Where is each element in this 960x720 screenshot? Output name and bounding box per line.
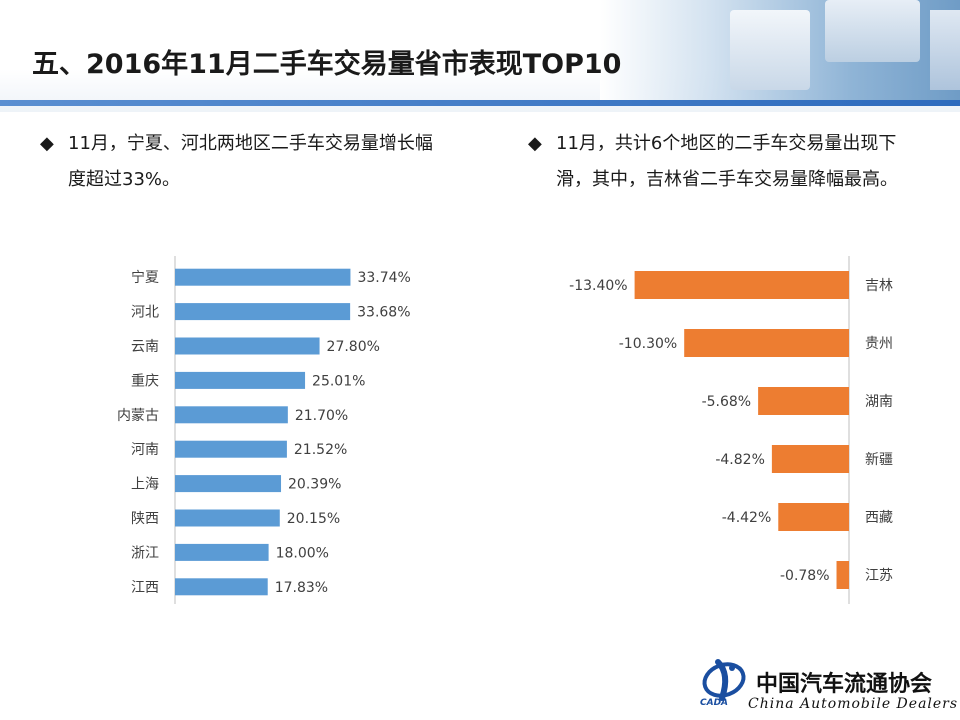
bar-江西	[175, 578, 268, 596]
category-label: 内蒙古	[117, 408, 159, 424]
header-divider	[0, 100, 960, 106]
bar-上海	[175, 475, 282, 493]
page-title: 五、2016年11月二手车交易量省市表现TOP10	[32, 49, 622, 80]
logo-english-name: China Automobile Dealers	[748, 696, 959, 712]
data-label: 33.68%	[357, 305, 410, 321]
data-label: 20.15%	[287, 511, 340, 527]
logo-abbreviation: CADA	[700, 698, 729, 708]
data-label: -13.40%	[569, 278, 627, 294]
data-label: -10.30%	[619, 336, 677, 352]
bar-西藏	[778, 503, 849, 531]
data-label: -5.68%	[702, 394, 752, 410]
category-label: 上海	[131, 477, 159, 493]
growth-bar-chart: 宁夏 33.74% 河北 33.68% 云南 27.80% 重庆 25.01% 内蒙古 21.70…	[117, 256, 411, 604]
category-label: 吉林	[865, 278, 893, 294]
decline-bar-chart: 吉林 -13.40% 贵州 -10.30% 湖南 -5.68% 新疆 -4.82% 西藏 -4.4…	[569, 256, 893, 604]
diamond-bullet-icon: ◆	[528, 133, 542, 154]
bar-陕西	[175, 509, 280, 527]
bullet-left-text: 11月，宁夏、河北两地区二手车交易量增长幅度超过33%。	[68, 133, 433, 190]
category-label: 江西	[131, 580, 159, 596]
data-label: 21.70%	[295, 408, 348, 424]
bullet-right-text: 11月，共计6个地区的二手车交易量出现下滑，其中，吉林省二手车交易量降幅最高。	[556, 133, 898, 190]
bar-浙江	[175, 543, 269, 561]
bar-重庆	[175, 371, 306, 389]
bar-云南	[175, 337, 320, 355]
bar-吉林	[634, 271, 849, 299]
category-label: 贵州	[865, 336, 893, 352]
bar-贵州	[684, 329, 849, 357]
category-label: 西藏	[865, 510, 893, 526]
bar-新疆	[771, 445, 849, 473]
cada-logo: 中国汽车流通协会 China Automobile Dealers CADA	[700, 654, 960, 720]
data-label: 25.01%	[312, 373, 365, 389]
data-label: 18.00%	[276, 545, 329, 561]
bar-宁夏	[175, 268, 351, 286]
bullet-right: ◆ 11月，共计6个地区的二手车交易量出现下滑，其中，吉林省二手车交易量降幅最高…	[528, 126, 948, 236]
decor-cube	[930, 10, 960, 90]
bar-河南	[175, 440, 287, 458]
category-label: 江苏	[865, 568, 893, 584]
data-label: 33.74%	[357, 270, 410, 286]
data-label: -4.42%	[722, 510, 772, 526]
data-label: 20.39%	[288, 477, 341, 493]
data-label: -4.82%	[715, 452, 765, 468]
category-label: 湖南	[865, 394, 893, 410]
bar-湖南	[758, 387, 849, 415]
data-label: 27.80%	[327, 339, 380, 355]
logo-chinese-name: 中国汽车流通协会	[756, 671, 933, 697]
bar-河北	[175, 303, 351, 321]
data-label: -0.78%	[780, 568, 830, 584]
category-label: 浙江	[131, 545, 159, 561]
category-label: 重庆	[131, 373, 159, 389]
category-label: 陕西	[131, 511, 159, 527]
category-label: 河北	[131, 305, 159, 321]
bar-江苏	[836, 561, 849, 589]
diamond-bullet-icon: ◆	[40, 133, 54, 154]
decor-cube	[825, 0, 920, 62]
data-label: 21.52%	[294, 442, 347, 458]
category-label: 河南	[131, 442, 159, 458]
category-label: 新疆	[865, 452, 893, 468]
category-label: 云南	[131, 339, 159, 355]
header-decoration	[600, 0, 960, 100]
bar-内蒙古	[175, 406, 288, 424]
cada-logo-icon	[702, 659, 746, 701]
decor-cube	[730, 10, 810, 90]
bullet-left: ◆ 11月，宁夏、河北两地区二手车交易量增长幅度超过33%。	[40, 126, 480, 206]
data-label: 17.83%	[275, 580, 328, 596]
category-label: 宁夏	[131, 269, 159, 286]
